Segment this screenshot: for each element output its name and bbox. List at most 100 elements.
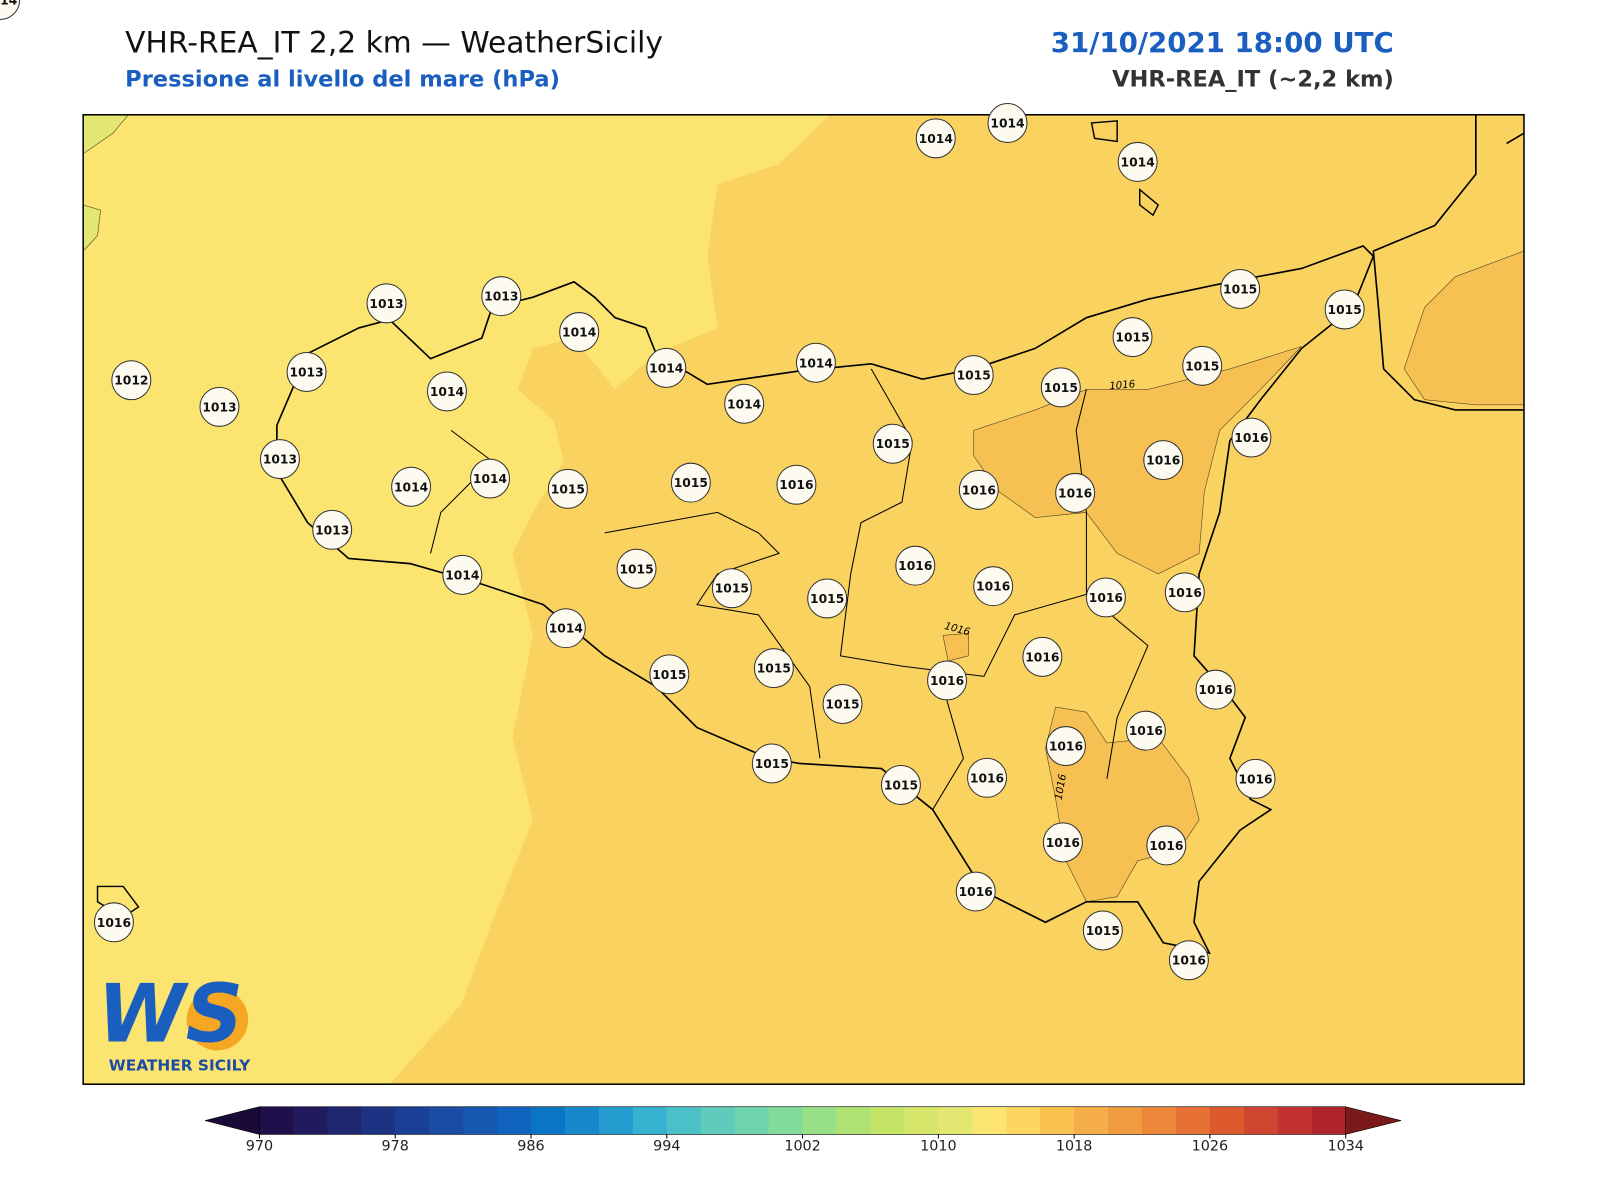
colorbar-over (1345, 1106, 1402, 1135)
station: 1015 (1220, 269, 1261, 309)
colorbar-bin (259, 1106, 294, 1135)
station: 1014 (987, 102, 1028, 143)
station-value: 1014 (649, 361, 683, 375)
station-marker (973, 566, 1014, 607)
station-value: 1014 (990, 116, 1024, 130)
station-value: 1016 (779, 478, 813, 492)
title: VHR-REA_IT 2,2 km — WeatherSicily (125, 26, 663, 61)
station-value: 1015 (715, 582, 749, 596)
colorbar-tick-label: 978 (382, 1139, 409, 1155)
colorbar-bin (327, 1106, 362, 1135)
station: 1015 (711, 568, 752, 609)
station-value: 1013 (202, 400, 236, 414)
station-value: 1013 (315, 523, 349, 537)
station-marker (93, 902, 134, 943)
colorbar-bin (734, 1106, 770, 1135)
station-marker (1040, 367, 1081, 408)
station-marker (711, 568, 752, 609)
station-marker (1085, 577, 1126, 618)
station-marker (955, 871, 996, 912)
station-value: 1014 (799, 356, 833, 370)
station-value: 1015 (757, 662, 791, 676)
station-value: 1016 (1046, 836, 1080, 850)
station-value: 1016 (1089, 591, 1123, 605)
station: 1015 (1082, 910, 1123, 951)
colorbar-bin (632, 1106, 668, 1135)
station-marker (724, 383, 765, 424)
station: 1014 (724, 383, 765, 424)
datetime: 31/10/2021 18:00 UTC (1051, 26, 1394, 59)
colorbar-tick-label: 1018 (1056, 1139, 1092, 1155)
station: 1014 (559, 312, 600, 353)
station-value: 1016 (930, 674, 964, 688)
station-marker (807, 578, 848, 619)
colorbar-tick-label: 1026 (1192, 1139, 1228, 1155)
colorbar-bin (1040, 1106, 1075, 1135)
station-marker (1168, 940, 1209, 981)
subtitle: Pressione al livello del mare (hPa) (125, 66, 560, 92)
station: 1015 (670, 462, 711, 503)
colorbar-bin (429, 1106, 464, 1135)
station-value: 1015 (1044, 381, 1078, 395)
logo-text: WEATHER SICILY (109, 1056, 251, 1074)
station-marker (822, 684, 863, 724)
station-marker (111, 360, 152, 401)
station-value: 1014 (562, 326, 596, 340)
colorbar-bin (530, 1106, 566, 1135)
colorbar-bin (395, 1106, 430, 1135)
colorbar-bin (802, 1106, 838, 1135)
station-value: 1014 (727, 397, 761, 411)
station-value: 1015 (1223, 283, 1257, 297)
station-marker (1182, 345, 1223, 386)
station: 1013 (312, 509, 353, 550)
station: 1016 (958, 469, 999, 510)
station: 1014 (470, 458, 510, 499)
station-marker (895, 545, 936, 586)
station-value: 1016 (97, 916, 131, 930)
station-marker (880, 764, 921, 805)
station-value: 1015 (810, 592, 844, 606)
colorbar-bin (836, 1106, 871, 1135)
station-value: 1016 (1238, 772, 1272, 786)
station-value: 1014 (0, 0, 17, 8)
station: 1015 (953, 355, 994, 396)
field-high (942, 632, 969, 662)
province-border (430, 368, 1149, 810)
colorbar-bin (1277, 1106, 1313, 1135)
station-value: 1016 (970, 771, 1004, 785)
contour-label: 1016 (1053, 773, 1069, 801)
colorbar-under (205, 1106, 260, 1135)
station: 1015 (616, 548, 657, 589)
station: 1012 (111, 360, 152, 401)
station-marker (1231, 417, 1272, 458)
colorbar-bin (1074, 1106, 1109, 1135)
station-value: 1015 (652, 668, 686, 682)
station-marker (312, 509, 353, 550)
station: 1015 (822, 684, 863, 724)
station-value: 1015 (1086, 924, 1120, 938)
station-marker (987, 102, 1028, 143)
station: 1013 (259, 439, 300, 480)
map-frame (82, 114, 1525, 1085)
colorbar-bin (1142, 1106, 1177, 1135)
station-value: 1014 (1121, 155, 1155, 169)
station: 1013 (199, 386, 240, 427)
logo-sun (186, 988, 249, 1051)
logo: WS WEATHER SICILY (98, 968, 252, 1075)
station-marker (649, 654, 690, 695)
colorbar-bin (1006, 1106, 1041, 1135)
station: 1016 (93, 902, 134, 943)
station-value: 1016 (1198, 683, 1232, 697)
station-value: 1016 (898, 559, 932, 573)
station-value: 1015 (1115, 331, 1149, 345)
station-marker (795, 342, 836, 383)
station-marker (1125, 710, 1166, 751)
station: 1015 (753, 648, 794, 689)
station: 1015 (649, 654, 690, 695)
station-marker (958, 469, 999, 510)
station: 1013 (286, 352, 327, 392)
colorbar-bin (497, 1106, 532, 1135)
station-value: 1016 (1058, 486, 1092, 500)
